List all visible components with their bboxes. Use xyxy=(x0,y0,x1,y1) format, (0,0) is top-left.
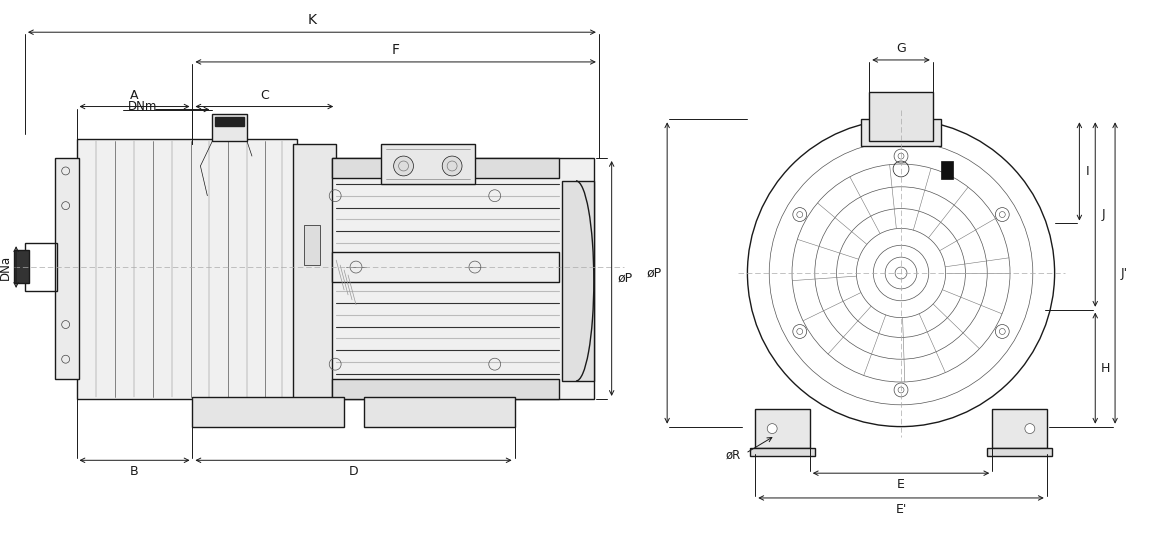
Text: H: H xyxy=(1101,362,1110,375)
Circle shape xyxy=(894,383,908,397)
Bar xyxy=(212,115,247,141)
Circle shape xyxy=(394,156,414,176)
Circle shape xyxy=(767,424,778,433)
Text: øP: øP xyxy=(646,266,661,279)
Bar xyxy=(192,397,344,426)
Text: øR: øR xyxy=(725,449,740,462)
Bar xyxy=(332,379,560,399)
Text: I: I xyxy=(1086,165,1089,178)
Bar xyxy=(364,397,514,426)
Bar xyxy=(304,225,321,265)
Text: G: G xyxy=(897,42,906,55)
Text: B: B xyxy=(131,465,139,478)
Bar xyxy=(862,119,941,146)
Text: øP: øP xyxy=(618,272,633,285)
Text: A: A xyxy=(131,89,139,101)
Bar xyxy=(216,117,244,127)
Text: E': E' xyxy=(895,503,907,516)
Circle shape xyxy=(793,208,807,221)
Bar xyxy=(293,144,336,402)
Bar xyxy=(55,158,78,379)
Bar xyxy=(332,252,560,282)
Bar xyxy=(870,92,933,141)
Bar xyxy=(332,158,560,178)
Circle shape xyxy=(1025,424,1034,433)
Text: K: K xyxy=(308,13,316,27)
Bar xyxy=(988,448,1052,456)
Text: DNm: DNm xyxy=(128,100,157,112)
Circle shape xyxy=(996,324,1010,339)
Bar xyxy=(751,448,815,456)
Bar xyxy=(381,144,475,184)
Bar xyxy=(941,161,953,179)
Text: J': J' xyxy=(1121,266,1129,279)
Text: D: D xyxy=(349,465,358,478)
Bar xyxy=(992,409,1047,448)
Bar xyxy=(756,409,810,448)
Text: E: E xyxy=(897,478,905,491)
Bar xyxy=(24,243,57,291)
Bar xyxy=(562,181,593,381)
Text: DNa: DNa xyxy=(0,254,12,279)
Bar xyxy=(332,158,593,399)
Bar xyxy=(14,250,29,283)
Circle shape xyxy=(996,208,1010,221)
Text: J: J xyxy=(1101,208,1105,221)
Text: C: C xyxy=(260,89,268,101)
Circle shape xyxy=(793,324,807,339)
Circle shape xyxy=(442,156,462,176)
Circle shape xyxy=(894,149,908,163)
Text: F: F xyxy=(392,43,400,57)
Bar xyxy=(77,139,296,399)
